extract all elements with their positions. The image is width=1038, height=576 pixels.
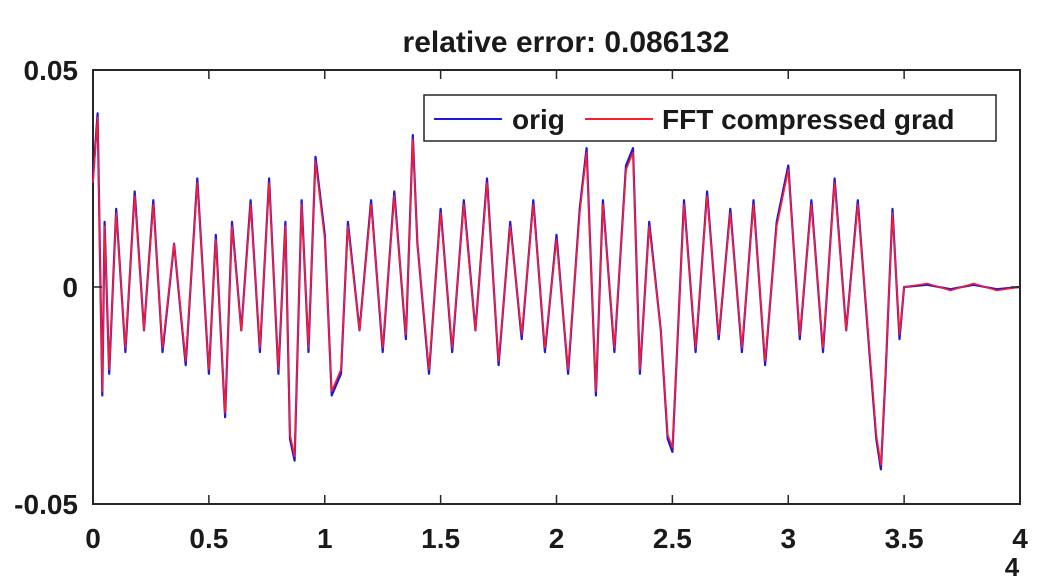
chart-title: relative error: 0.086132 — [403, 26, 730, 59]
x-tick-label-5: 2.5 — [653, 523, 692, 554]
x-axis-exponent-label: 4 — [1005, 552, 1020, 576]
x-tick-label-6: 3 — [780, 523, 796, 554]
legend-label-fft: FFT compressed grad — [662, 104, 955, 135]
x-tick-label-3: 1.5 — [421, 523, 460, 554]
x-tick-label-0: 0 — [85, 523, 101, 554]
legend: orig FFT compressed grad — [423, 94, 997, 142]
legend-label-orig: orig — [512, 104, 565, 135]
y-tick-label-2: -0.05 — [14, 489, 78, 520]
series-line-1 — [92, 116, 1021, 466]
legend-box — [423, 94, 997, 142]
ticks-layer: 0 0.5 1 1.5 2 2.5 3 3.5 40.050-0.05 — [14, 55, 1028, 554]
series-layer — [91, 112, 1021, 471]
x-tick-label-7: 3.5 — [885, 523, 924, 554]
y-tick-label-1: 0 — [62, 272, 78, 303]
x-tick-label-2: 1 — [317, 523, 333, 554]
x-tick-label-4: 2 — [549, 523, 565, 554]
x-tick-label-8: 4 — [1012, 523, 1028, 554]
x-tick-label-1: 0.5 — [189, 523, 228, 554]
y-tick-label-0: 0.05 — [24, 55, 79, 86]
